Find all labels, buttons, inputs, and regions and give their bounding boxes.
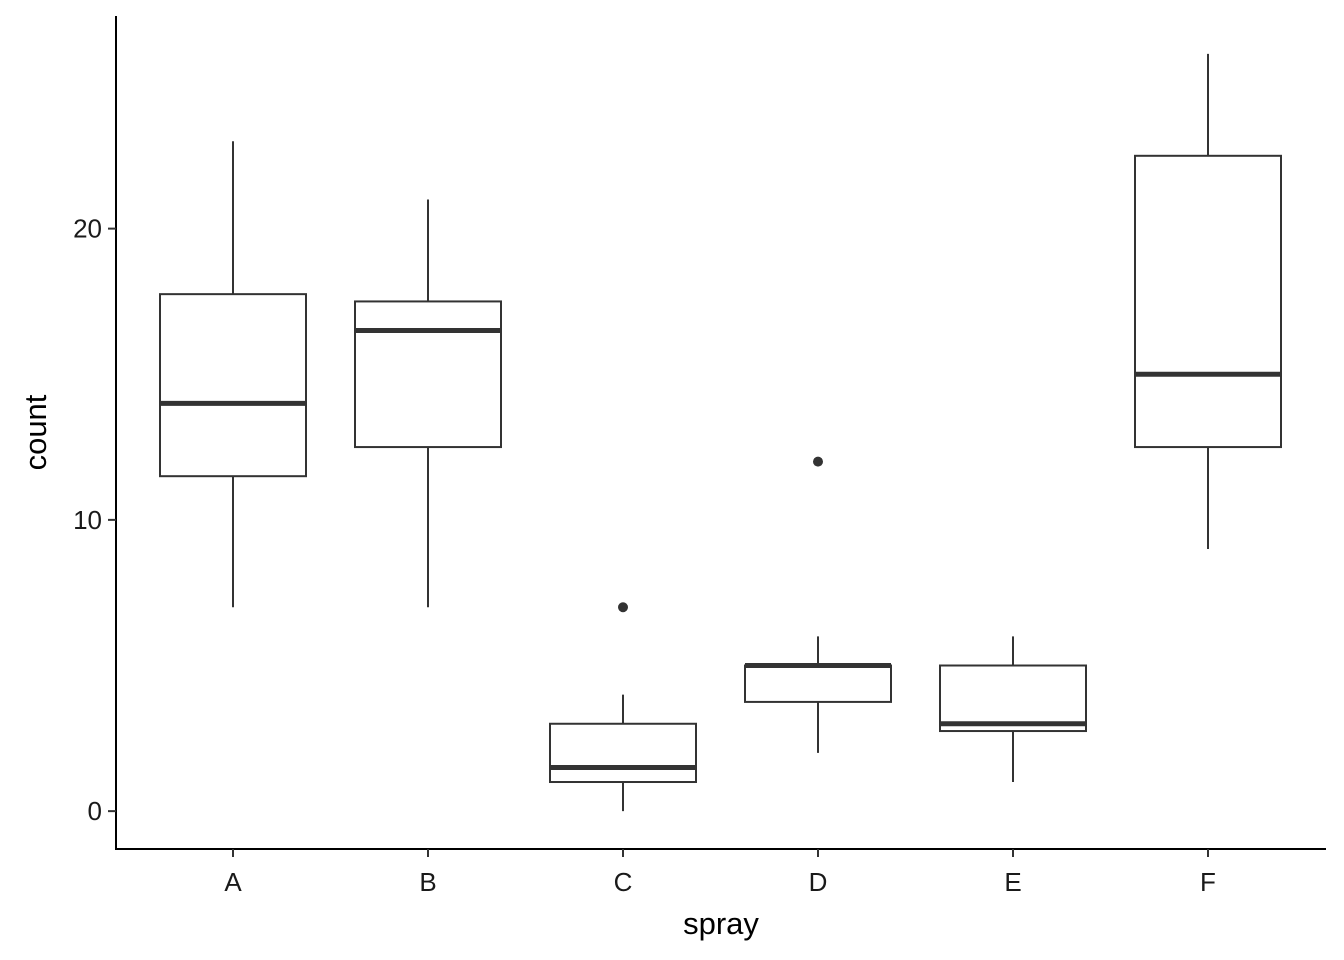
box-iqr: [549, 722, 697, 784]
x-tick-label: B: [419, 867, 436, 897]
x-axis-title: spray: [683, 906, 759, 941]
x-tick-label: C: [614, 867, 633, 897]
box-group: [939, 636, 1087, 783]
box-group: [549, 602, 697, 812]
y-axis-ticks: 0 10 20: [73, 214, 116, 826]
outlier-point: [813, 456, 823, 467]
y-tick-label: 20: [73, 214, 102, 244]
box-group: [159, 141, 307, 608]
box-group: [354, 199, 502, 608]
box-iqr: [159, 293, 307, 478]
boxes-layer: [159, 53, 1282, 812]
x-axis-ticks: A B C D E F: [224, 849, 1216, 897]
box-group: [744, 456, 892, 753]
box-iqr: [1134, 154, 1282, 449]
x-tick-label: A: [224, 867, 242, 897]
box-iqr: [744, 664, 892, 703]
x-tick-label: D: [809, 867, 828, 897]
box-group: [1134, 53, 1282, 550]
box-iqr: [354, 300, 502, 449]
x-tick-label: E: [1004, 867, 1021, 897]
y-tick-label: 0: [88, 796, 102, 826]
y-axis-title: count: [18, 394, 53, 470]
y-tick-label: 10: [73, 505, 102, 535]
x-tick-label: F: [1200, 867, 1216, 897]
outlier-point: [618, 602, 628, 613]
box-iqr: [939, 664, 1087, 733]
